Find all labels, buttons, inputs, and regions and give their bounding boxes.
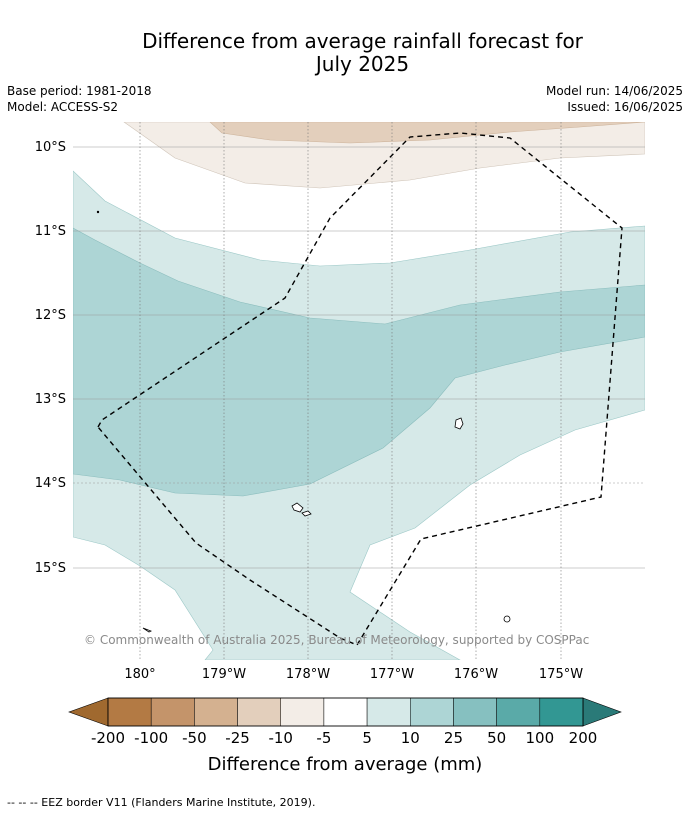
issued-date: Issued: 16/06/2025 bbox=[567, 100, 683, 114]
colorbar-tick-label: 5 bbox=[362, 729, 372, 747]
colorbar-tick-label: -5 bbox=[316, 729, 331, 747]
lat-label: 10°S bbox=[35, 140, 66, 155]
base-period: Base period: 1981-2018 bbox=[7, 84, 152, 98]
lat-label: 15°S bbox=[35, 561, 66, 576]
model-name: Model: ACCESS-S2 bbox=[7, 100, 119, 114]
colorbar-bin bbox=[366, 697, 411, 727]
colorbar-tick-label: 50 bbox=[487, 729, 506, 747]
title-line-2: July 2025 bbox=[315, 52, 410, 76]
colorbar-tick-label: -200 bbox=[91, 729, 125, 747]
meta-left: Base period: 1981-2018 Model: ACCESS-S2 bbox=[7, 83, 152, 115]
colorbar-tick-label: -25 bbox=[225, 729, 250, 747]
island-shape bbox=[142, 627, 152, 633]
title-line-1: Difference from average rainfall forecas… bbox=[142, 29, 583, 53]
islands bbox=[96, 210, 511, 633]
dry-anomaly-25-to-10 bbox=[209, 122, 645, 144]
island-shape bbox=[301, 510, 312, 517]
colorbar-bin bbox=[237, 697, 281, 727]
wet-anomaly-10-to-25 bbox=[73, 227, 645, 497]
colorbar-tick-label: -10 bbox=[268, 729, 293, 747]
colorbar-bin bbox=[539, 697, 584, 727]
dry-anomaly-10-to-5 bbox=[123, 122, 645, 189]
graticule bbox=[73, 146, 645, 569]
colorbar-bin bbox=[496, 697, 541, 727]
colorbar: -200 -100 -50 -25 -10 -5 5 10 25 50 100 200 bbox=[68, 697, 622, 747]
colorbar-bin bbox=[410, 697, 454, 727]
colorbar-bin bbox=[150, 697, 195, 727]
colorbar-tick-label: 100 bbox=[525, 729, 554, 747]
colorbar-bin bbox=[107, 697, 152, 727]
colorbar-label: Difference from average (mm) bbox=[208, 754, 483, 775]
meta-right: Model run: 14/06/2025 Issued: 16/06/2025 bbox=[546, 83, 683, 115]
colorbar-frame bbox=[107, 697, 584, 727]
model-run: Model run: 14/06/2025 bbox=[545, 84, 683, 98]
lon-label: 178°W bbox=[286, 667, 330, 682]
colorbar-bin bbox=[280, 697, 325, 727]
colorbar-low-arrow bbox=[68, 697, 109, 727]
lat-label: 11°S bbox=[35, 224, 66, 239]
colorbar-tick-label: -100 bbox=[134, 729, 168, 747]
island-shape bbox=[291, 502, 304, 513]
lon-label: 176°W bbox=[454, 667, 498, 682]
colorbar-bin bbox=[453, 697, 497, 727]
map-panel bbox=[73, 122, 645, 660]
island-shape bbox=[96, 210, 100, 214]
lat-labels: 10°S 11°S 12°S 13°S 14°S 15°S bbox=[35, 140, 66, 576]
lon-label: 177°W bbox=[370, 667, 414, 682]
colorbar-tick-label: -50 bbox=[182, 729, 207, 747]
colorbar-tick-label: 10 bbox=[401, 729, 420, 747]
eez-legend-note: -- -- -- EEZ border V11 (Flanders Marine… bbox=[7, 796, 316, 809]
lat-label: 13°S bbox=[35, 392, 66, 407]
map-title: Difference from average rainfall forecas… bbox=[0, 30, 690, 76]
colorbar-tick-label: 200 bbox=[569, 729, 598, 747]
lat-label: 14°S bbox=[35, 476, 66, 491]
colorbar-high-arrow bbox=[582, 697, 622, 727]
copyright-text: © Commonwealth of Australia 2025, Bureau… bbox=[84, 633, 589, 647]
colorbar-tick-label: 25 bbox=[444, 729, 463, 747]
lat-label: 12°S bbox=[35, 308, 66, 323]
island-shape bbox=[503, 615, 511, 623]
graticule-lon bbox=[139, 122, 562, 660]
colorbar-bin bbox=[194, 697, 238, 727]
lon-label: 175°W bbox=[539, 667, 583, 682]
lon-label: 179°W bbox=[202, 667, 246, 682]
eez-border bbox=[97, 132, 623, 646]
colorbar-bin bbox=[323, 697, 368, 727]
lon-labels: 180° 179°W 178°W 177°W 176°W 175°W bbox=[124, 667, 583, 682]
lon-label: 180° bbox=[124, 667, 155, 682]
island-shape bbox=[454, 417, 464, 430]
